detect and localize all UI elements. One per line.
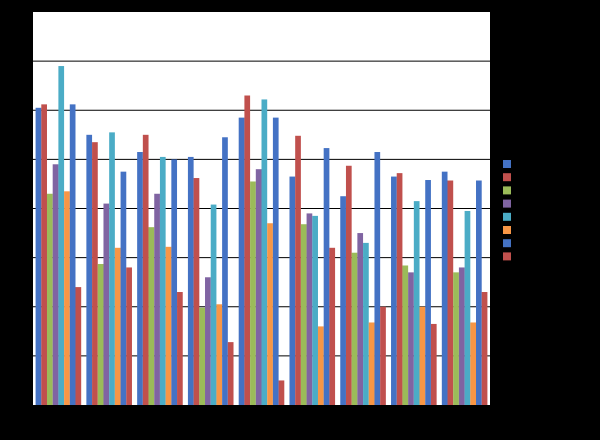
bar-series-5-category-8 — [413, 201, 420, 405]
bar-series-2-category-4 — [193, 178, 200, 405]
bar-series-5-category-6 — [312, 215, 318, 405]
bar-series-5-category-5 — [261, 99, 268, 405]
bar-series-6-category-3 — [165, 246, 172, 405]
legend-swatch-series-2 — [503, 173, 511, 182]
legend-swatch-series-1 — [503, 160, 511, 168]
bar-series-5-category-3 — [159, 156, 166, 405]
bar-series-3-category-8 — [402, 265, 409, 405]
bar-series-4-category-9 — [458, 267, 465, 405]
bar-series-8-category-8 — [430, 323, 437, 405]
bar-series-2-category-9 — [447, 180, 454, 405]
bar-series-2-category-6 — [295, 135, 301, 406]
legend-swatch-series-7 — [503, 239, 511, 248]
bar-series-6-category-6 — [317, 326, 324, 405]
bar-series-8-category-7 — [380, 306, 386, 405]
bar-series-1-category-1 — [35, 107, 42, 405]
bar-series-8-category-4 — [227, 342, 234, 405]
bar-series-7-category-8 — [425, 180, 431, 405]
bar-series-7-category-5 — [272, 117, 279, 406]
bar-series-4-category-8 — [408, 272, 414, 405]
bar-series-3-category-9 — [453, 272, 459, 405]
bar-series-5-category-9 — [464, 210, 471, 405]
bar-series-2-category-7 — [345, 165, 352, 405]
bar-series-1-category-5 — [238, 117, 245, 406]
bar-series-8-category-1 — [75, 287, 82, 405]
bar-series-3-category-4 — [199, 307, 206, 405]
bar-series-6-category-8 — [419, 306, 426, 405]
bars-group — [35, 66, 488, 406]
bar-series-1-category-8 — [391, 176, 397, 405]
bar-series-7-category-9 — [476, 180, 482, 405]
bar-series-3-category-7 — [351, 252, 358, 405]
bar-series-3-category-1 — [46, 193, 53, 405]
bar-series-4-category-5 — [255, 169, 262, 405]
bar-series-4-category-4 — [205, 277, 211, 405]
bar-series-3-category-2 — [97, 264, 104, 405]
bar-series-3-category-3 — [148, 227, 155, 405]
legend-swatch-series-8 — [503, 252, 511, 261]
bar-series-1-category-3 — [137, 152, 143, 405]
legend-swatch-series-6 — [503, 226, 511, 234]
bar-series-4-category-3 — [154, 193, 160, 405]
bar-series-1-category-9 — [441, 171, 448, 405]
bar-series-5-category-1 — [58, 66, 65, 405]
bar-series-8-category-2 — [126, 267, 132, 405]
bar-series-3-category-6 — [300, 224, 307, 405]
bar-series-8-category-6 — [329, 247, 336, 405]
bar-series-1-category-2 — [86, 134, 93, 405]
bar-series-6-category-5 — [267, 223, 273, 405]
bar-series-8-category-5 — [278, 380, 285, 405]
bar-series-2-category-5 — [244, 95, 251, 405]
legend-swatch-series-5 — [503, 212, 511, 221]
bar-series-8-category-9 — [481, 292, 488, 405]
bar-series-4-category-2 — [103, 203, 110, 405]
bar-series-4-category-1 — [52, 164, 59, 405]
bar-series-6-category-9 — [470, 322, 477, 405]
bar-series-5-category-4 — [210, 204, 217, 405]
bar-series-7-category-3 — [171, 159, 178, 406]
legend — [503, 160, 511, 261]
bar-series-2-category-1 — [41, 104, 47, 406]
legend-swatch-series-3 — [503, 186, 511, 195]
bar-series-1-category-4 — [187, 156, 194, 405]
bar-series-2-category-2 — [92, 142, 98, 405]
bar-series-2-category-8 — [396, 173, 403, 405]
bar-series-6-category-2 — [114, 247, 121, 405]
bar-series-7-category-4 — [222, 137, 228, 405]
bar-series-4-category-7 — [357, 233, 364, 405]
bar-series-1-category-7 — [340, 196, 346, 405]
bar-series-3-category-5 — [250, 181, 256, 405]
bar-series-6-category-4 — [216, 304, 223, 405]
bar-series-8-category-3 — [177, 292, 183, 405]
bar-series-5-category-7 — [363, 242, 369, 405]
bar-series-5-category-2 — [109, 132, 115, 406]
bar-series-4-category-6 — [306, 213, 313, 405]
bar-series-7-category-7 — [374, 152, 381, 405]
bar-series-1-category-6 — [289, 176, 296, 405]
bar-series-7-category-2 — [120, 171, 127, 405]
bar-series-6-category-7 — [368, 322, 375, 405]
bar-series-7-category-6 — [323, 148, 330, 405]
bar-series-6-category-1 — [64, 191, 70, 405]
bar-series-7-category-1 — [69, 104, 76, 406]
bar-series-2-category-3 — [142, 134, 149, 405]
legend-swatch-series-4 — [503, 199, 511, 208]
